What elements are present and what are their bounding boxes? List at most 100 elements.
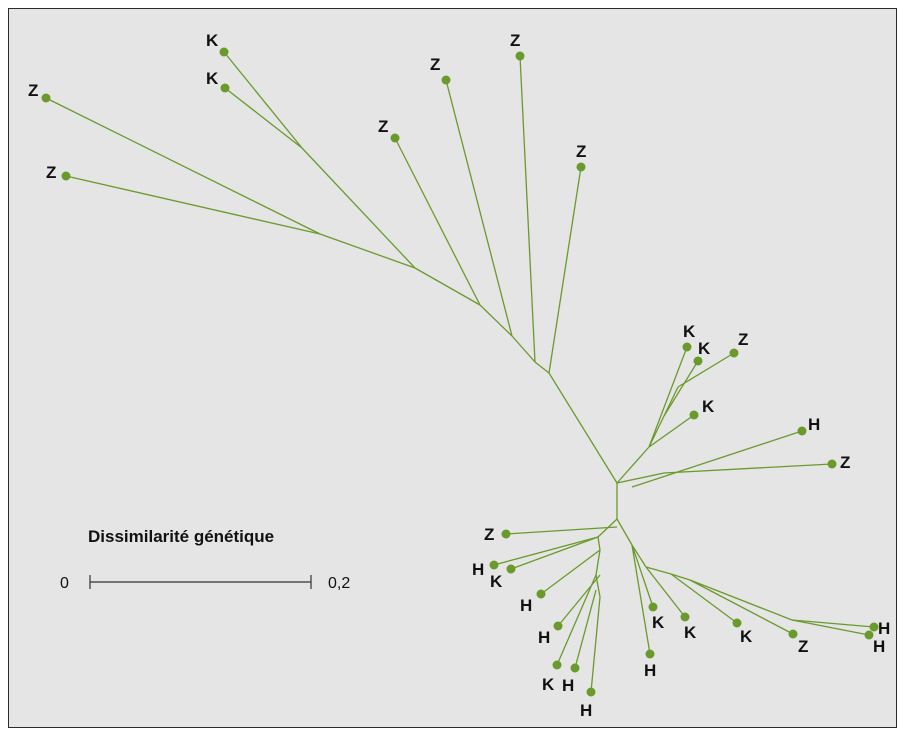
- tip-branch-8: [648, 346, 688, 448]
- tip-branch-10: [677, 352, 735, 388]
- tip-node-4: [390, 133, 400, 143]
- internal-branch-4: [479, 304, 513, 337]
- tip-node-11: [689, 410, 699, 420]
- tip-node-21: [586, 687, 596, 697]
- internal-branch-3: [511, 335, 536, 363]
- tip-label-16: K: [490, 572, 503, 591]
- tip-branch-6: [519, 55, 536, 363]
- internal-branch-19: [670, 573, 691, 581]
- tip-branch-19: [556, 574, 597, 666]
- tip-node-15: [489, 560, 499, 570]
- internal-branch-18: [645, 566, 672, 575]
- tip-node-16: [506, 564, 516, 574]
- tip-node-10: [729, 348, 739, 358]
- tip-branch-25: [670, 573, 738, 624]
- tip-label-6: Z: [510, 31, 520, 50]
- tip-node-8: [682, 342, 692, 352]
- tip-branch-12: [631, 430, 803, 488]
- tip-branch-7: [548, 166, 582, 374]
- internal-branch-8: [616, 446, 650, 484]
- tip-label-17: H: [520, 596, 532, 615]
- tip-branch-1: [65, 175, 321, 235]
- tip-label-11: K: [702, 397, 715, 416]
- tip-branch-2: [223, 51, 303, 149]
- tip-label-1: Z: [46, 163, 56, 182]
- internal-branch-17: [631, 544, 647, 568]
- tip-node-18: [553, 621, 563, 631]
- internal-branch-13: [597, 536, 601, 551]
- tip-branch-16: [510, 536, 599, 570]
- tip-label-18: H: [538, 628, 550, 647]
- tip-label-22: H: [644, 661, 656, 680]
- tip-branch-24: [645, 566, 686, 618]
- tip-branch-27: [791, 619, 875, 628]
- figure-frame: [8, 8, 897, 728]
- tip-node-9: [693, 356, 703, 366]
- tip-branch-0: [45, 97, 321, 235]
- tip-node-3: [220, 83, 230, 93]
- tip-node-22: [645, 649, 655, 659]
- tip-node-13: [827, 459, 837, 469]
- tip-branch-17: [540, 549, 601, 595]
- tip-node-7: [576, 162, 586, 172]
- internal-branch-16: [616, 518, 633, 546]
- tip-node-1: [61, 171, 71, 181]
- tip-node-12: [797, 426, 807, 436]
- tip-label-20: H: [562, 676, 574, 695]
- tip-node-28: [864, 630, 874, 640]
- tip-branch-5: [445, 79, 513, 337]
- tip-node-20: [570, 663, 580, 673]
- tip-branch-9: [663, 360, 699, 417]
- scale-bar: Dissimilarité génétique 0 0,2: [60, 527, 350, 592]
- tip-label-8: K: [683, 322, 696, 341]
- internal-branch-11: [616, 472, 665, 484]
- tip-label-13: Z: [840, 453, 850, 472]
- tip-label-4: Z: [378, 117, 388, 136]
- scale-bar-max-label: 0,2: [328, 575, 350, 592]
- internal-branch-7: [301, 147, 416, 269]
- tree-tips: [41, 47, 879, 697]
- tip-branch-13: [663, 463, 833, 474]
- internal-branch-2: [534, 361, 550, 374]
- tip-node-14: [501, 529, 511, 539]
- tip-label-2: K: [206, 31, 219, 50]
- tip-node-27: [869, 622, 879, 632]
- tip-branch-20: [574, 589, 597, 669]
- tip-branch-15: [493, 536, 599, 566]
- tip-branch-21: [590, 596, 601, 693]
- tip-label-27: H: [878, 619, 890, 638]
- tip-node-19: [552, 660, 562, 670]
- tree-branches: [45, 51, 875, 693]
- tip-node-6: [515, 51, 525, 61]
- tip-branch-14: [505, 526, 618, 535]
- tip-label-21: H: [580, 701, 592, 720]
- internal-branch-20: [689, 579, 793, 621]
- tip-node-0: [41, 93, 51, 103]
- scale-bar-title: Dissimilarité génétique: [88, 527, 274, 546]
- tip-node-17: [536, 589, 546, 599]
- tip-label-19: K: [542, 675, 555, 694]
- tip-label-7: Z: [576, 142, 586, 161]
- scale-bar-min-label: 0: [60, 575, 69, 592]
- tip-label-23: K: [652, 613, 665, 632]
- tip-node-23: [648, 602, 658, 612]
- tip-label-0: Z: [28, 81, 38, 100]
- tip-label-26: Z: [798, 637, 808, 656]
- tip-branch-26: [689, 579, 794, 635]
- tip-branch-28: [791, 619, 870, 636]
- tip-branch-11: [648, 414, 695, 448]
- tip-node-5: [441, 75, 451, 85]
- tip-branch-3: [224, 87, 303, 149]
- internal-branch-14: [595, 549, 601, 576]
- tip-label-24: K: [684, 623, 697, 642]
- tip-label-9: K: [698, 339, 711, 358]
- tip-label-3: K: [206, 69, 219, 88]
- internal-branch-1: [548, 372, 618, 484]
- tip-label-25: K: [740, 627, 753, 646]
- internal-branch-6: [319, 233, 416, 269]
- tip-branch-4: [394, 137, 481, 306]
- tip-branch-23: [631, 544, 654, 608]
- internal-branch-5: [414, 267, 481, 306]
